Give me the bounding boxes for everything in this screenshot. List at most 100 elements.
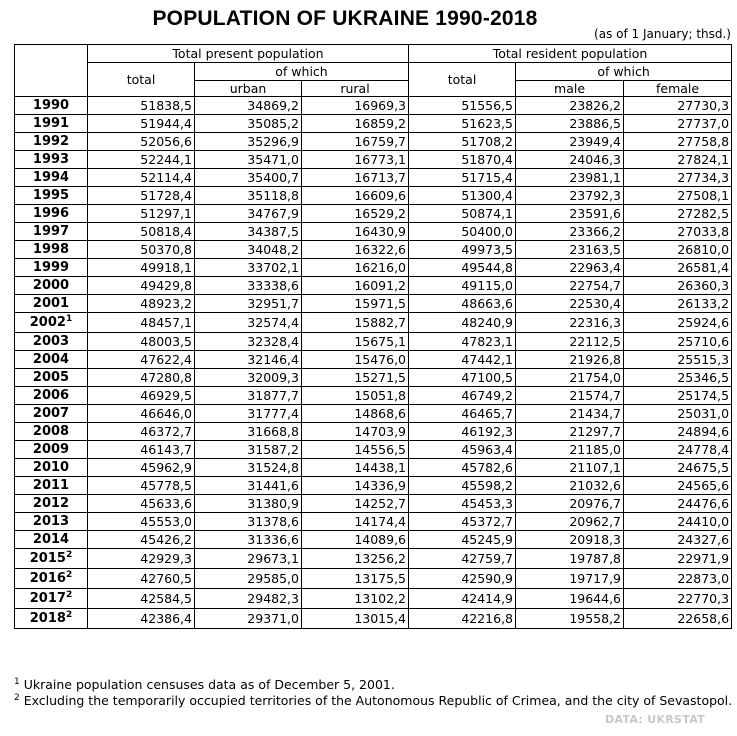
cell-resident-total: 51300,4 — [408, 186, 517, 205]
cell-rural: 15476,0 — [300, 350, 410, 369]
year-cell: 2013 — [14, 512, 88, 531]
cell-female: 27734,3 — [623, 168, 733, 187]
footnote-1-mark: 1 — [14, 677, 20, 687]
year-label: 2008 — [32, 424, 70, 439]
year-cell: 1996 — [14, 204, 88, 223]
table-row: 1995 51728,4 35118,8 16609,6 51300,4 23792,3 2… — [14, 186, 733, 205]
cell-male: 24046,3 — [515, 150, 625, 169]
year-cell: 2004 — [14, 350, 88, 369]
table-row: 2006 46929,5 31877,7 15051,8 46749,2 21574,7 2… — [14, 386, 733, 405]
cell-urban: 32009,3 — [194, 368, 302, 387]
year-label: 2009 — [32, 442, 70, 457]
footnote-2-mark: 2 — [14, 693, 20, 703]
table-row: 20172 42584,5 29482,3 13102,2 42414,9 19644,6… — [14, 588, 733, 609]
cell-resident-total: 45453,3 — [408, 494, 517, 513]
cell-male: 23591,6 — [515, 204, 625, 223]
data-source: DATA: UKRSTAT — [605, 713, 705, 726]
cell-female: 24894,6 — [623, 422, 733, 441]
cell-urban: 35296,9 — [194, 132, 302, 151]
year-label: 2015 — [29, 551, 66, 566]
year-cell: 20182 — [14, 608, 88, 629]
cell-urban: 31378,6 — [194, 512, 302, 531]
cell-urban: 29673,1 — [194, 548, 302, 569]
resident-population-header: Total resident population — [408, 44, 733, 63]
cell-urban: 29585,0 — [194, 568, 302, 589]
cell-urban: 31441,6 — [194, 476, 302, 495]
footnote-2: 2 Excluding the temporarily occupied ter… — [14, 693, 734, 709]
year-label: 2014 — [32, 532, 70, 547]
cell-rural: 16216,0 — [300, 258, 410, 277]
cell-rural: 14252,7 — [300, 494, 410, 513]
table-row: 20182 42386,4 29371,0 13015,4 42216,8 19558,2… — [14, 608, 733, 629]
cell-rural: 14336,9 — [300, 476, 410, 495]
cell-resident-total: 51870,4 — [408, 150, 517, 169]
year-cell: 1994 — [14, 168, 88, 187]
cell-male: 22963,4 — [515, 258, 625, 277]
cell-female: 24410,0 — [623, 512, 733, 531]
year-header-cell — [14, 44, 88, 97]
cell-resident-total: 46749,2 — [408, 386, 517, 405]
cell-female: 25031,0 — [623, 404, 733, 423]
year-cell: 2009 — [14, 440, 88, 459]
cell-urban: 31524,8 — [194, 458, 302, 477]
year-cell: 1998 — [14, 240, 88, 259]
table-row: 2014 45426,2 31336,6 14089,6 45245,9 20918,3 2… — [14, 530, 733, 549]
table-row: 1999 49918,1 33702,1 16216,0 49544,8 22963,4 2… — [14, 258, 733, 277]
cell-rural: 15675,1 — [300, 332, 410, 351]
cell-rural: 14174,4 — [300, 512, 410, 531]
cell-present-total: 50818,4 — [87, 222, 195, 241]
cell-male: 23981,1 — [515, 168, 625, 187]
cell-urban: 31380,9 — [194, 494, 302, 513]
cell-rural: 13175,5 — [300, 568, 410, 589]
cell-male: 21107,1 — [515, 458, 625, 477]
cell-resident-total: 42216,8 — [408, 608, 517, 629]
cell-male: 23949,4 — [515, 132, 625, 151]
cell-resident-total: 49973,5 — [408, 240, 517, 259]
population-table: Total present population Total resident … — [14, 44, 733, 629]
cell-female: 27758,8 — [623, 132, 733, 151]
year-label: 2016 — [29, 571, 66, 586]
table-row: 2013 45553,0 31378,6 14174,4 45372,7 20962,7 2… — [14, 512, 733, 531]
cell-female: 25924,6 — [623, 312, 733, 333]
cell-rural: 13015,4 — [300, 608, 410, 629]
year-cell: 2008 — [14, 422, 88, 441]
cell-rural: 16091,2 — [300, 276, 410, 295]
year-footnote-mark: 2 — [65, 570, 73, 580]
cell-rural: 15271,5 — [300, 368, 410, 387]
cell-present-total: 45633,6 — [87, 494, 195, 513]
present-population-header: Total present population — [86, 44, 410, 63]
cell-female: 26360,3 — [623, 276, 733, 295]
cell-female: 27508,1 — [623, 186, 733, 205]
cell-resident-total: 45598,2 — [408, 476, 517, 495]
cell-resident-total: 51708,2 — [408, 132, 517, 151]
year-label: 1996 — [32, 206, 70, 221]
cell-male: 23826,2 — [515, 96, 625, 115]
female-header: female — [623, 80, 733, 97]
cell-urban: 29371,0 — [194, 608, 302, 629]
cell-female: 26133,2 — [623, 294, 733, 313]
cell-male: 22112,5 — [515, 332, 625, 351]
cell-present-total: 52114,4 — [87, 168, 195, 187]
cell-present-total: 48003,5 — [87, 332, 195, 351]
table-row: 2007 46646,0 31777,4 14868,6 46465,7 21434,7 2… — [14, 404, 733, 423]
cell-male: 19644,6 — [515, 588, 625, 609]
cell-rural: 16759,7 — [300, 132, 410, 151]
table-row: 2001 48923,2 32951,7 15971,5 48663,6 22530,4 2… — [14, 294, 733, 313]
cell-female: 27737,0 — [623, 114, 733, 133]
cell-present-total: 46929,5 — [87, 386, 195, 405]
year-cell: 20172 — [14, 588, 88, 609]
cell-present-total: 45553,0 — [87, 512, 195, 531]
cell-resident-total: 42414,9 — [408, 588, 517, 609]
table-row: 1993 52244,1 35471,0 16773,1 51870,4 24046,3 2… — [14, 150, 733, 169]
cell-present-total: 46143,7 — [87, 440, 195, 459]
cell-present-total: 46646,0 — [87, 404, 195, 423]
cell-urban: 35085,2 — [194, 114, 302, 133]
cell-resident-total: 48663,6 — [408, 294, 517, 313]
cell-female: 25515,3 — [623, 350, 733, 369]
cell-urban: 35471,0 — [194, 150, 302, 169]
cell-urban: 34767,9 — [194, 204, 302, 223]
cell-rural: 16529,2 — [300, 204, 410, 223]
cell-male: 21185,0 — [515, 440, 625, 459]
resident-total-header: total — [408, 62, 517, 97]
cell-urban: 33338,6 — [194, 276, 302, 295]
